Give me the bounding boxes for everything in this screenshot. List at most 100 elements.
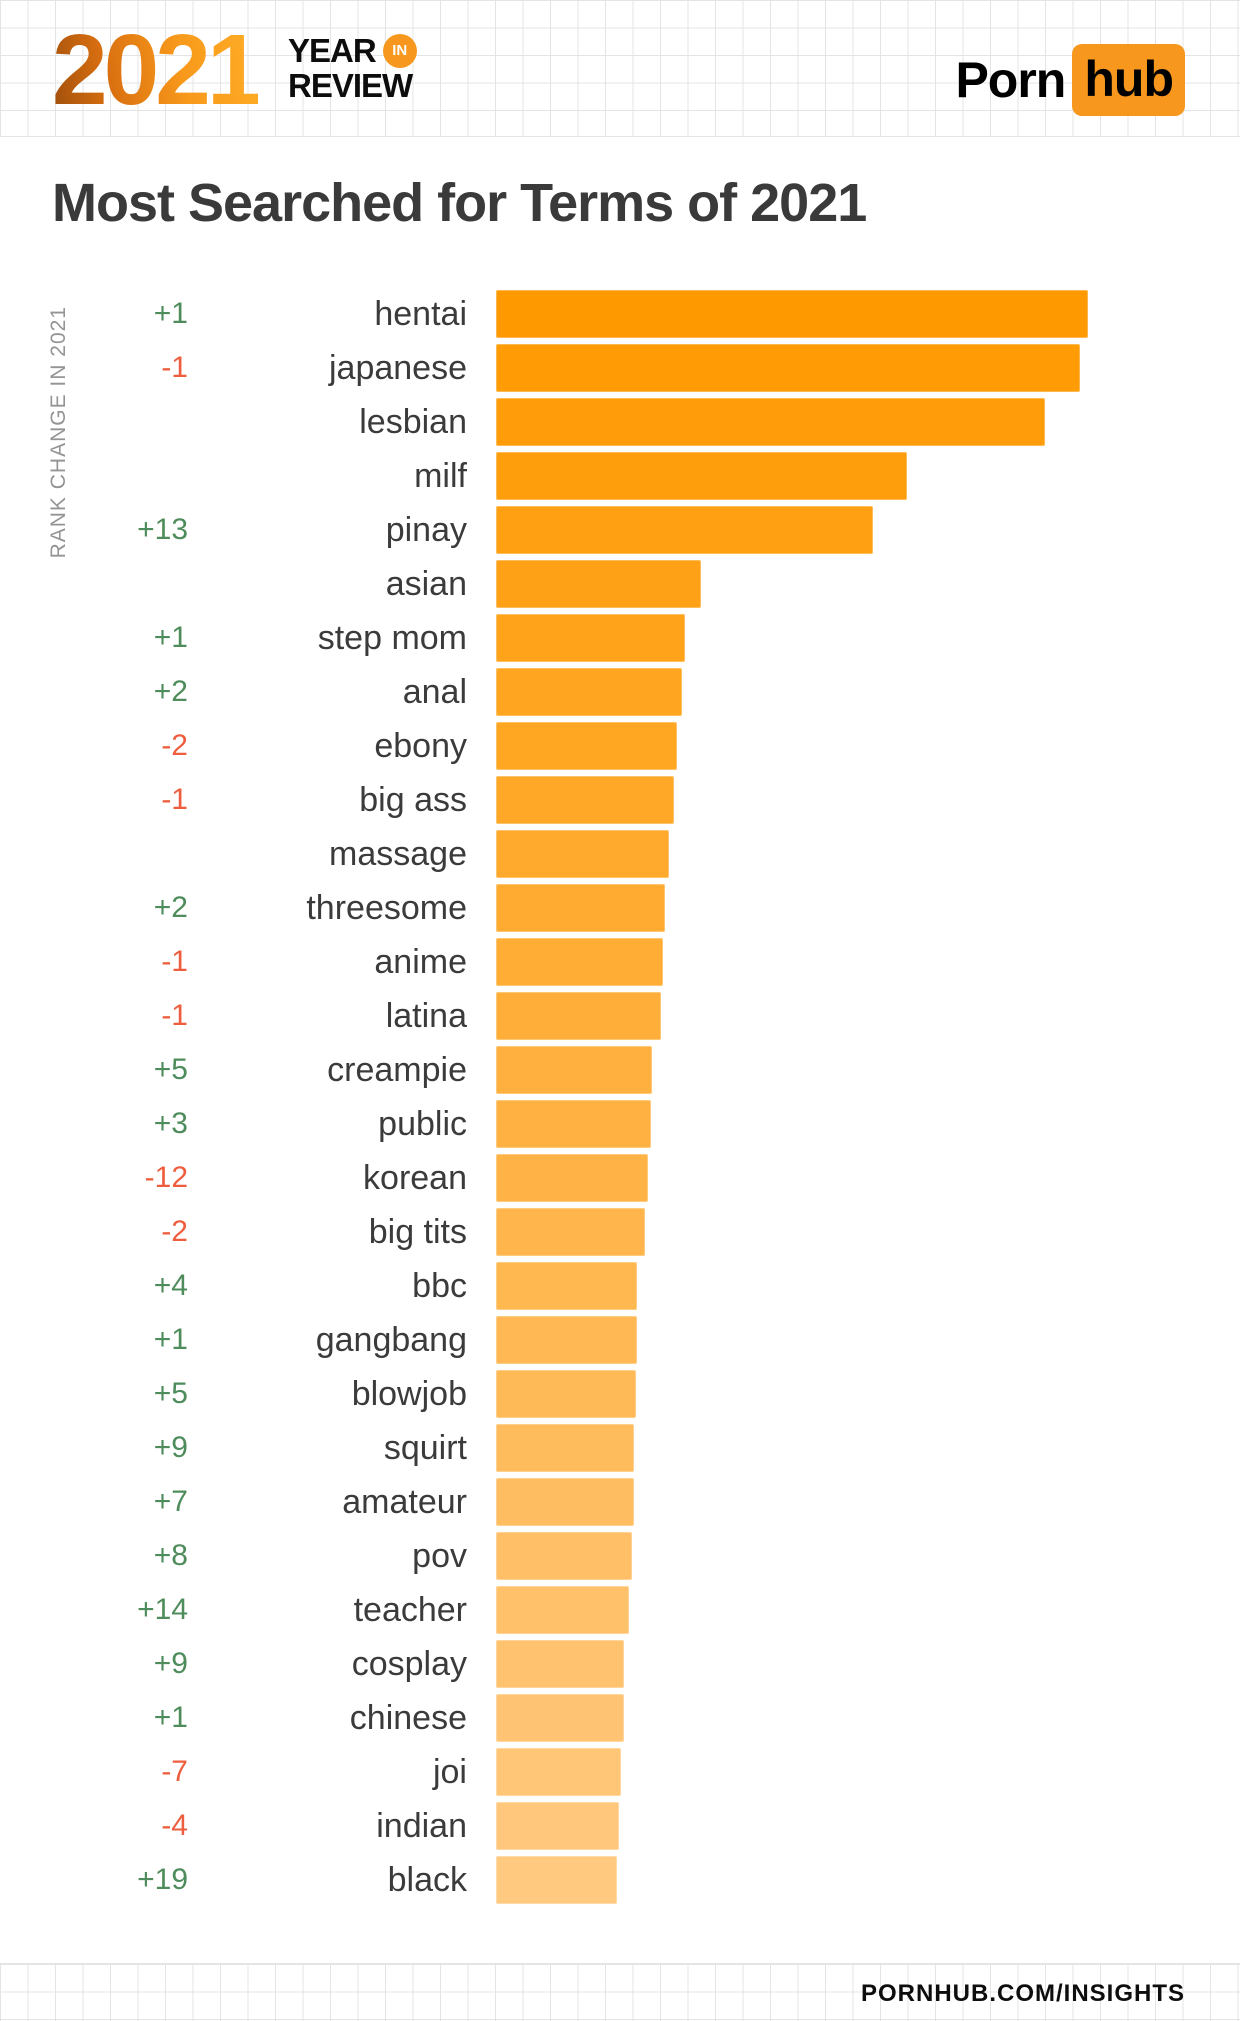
chart-row: -7 joi (0, 1745, 1240, 1799)
term-label: latina (385, 996, 467, 1035)
chart-row: +19 black (0, 1853, 1240, 1907)
search-term-bar (496, 668, 682, 716)
term-label: black (387, 1860, 467, 1899)
term-label: threesome (306, 888, 467, 927)
search-term-bar (496, 506, 873, 554)
rank-change: +13 (137, 513, 188, 546)
term-label: joi (432, 1752, 467, 1791)
term-label: creampie (327, 1050, 467, 1089)
rank-change: +7 (153, 1485, 188, 1518)
footer-site-text: PORNHUB.COM/INSIGHTS (860, 1980, 1185, 2007)
rank-change: -7 (161, 1755, 188, 1788)
rank-change: +1 (153, 1701, 188, 1734)
pornhub-logo-hub: hub (1084, 51, 1174, 107)
term-label: big ass (359, 780, 467, 819)
rank-change: +5 (153, 1377, 188, 1410)
chart-row: -1 japanese (0, 341, 1240, 395)
term-label: teacher (353, 1590, 467, 1629)
chart-row: -4 indian (0, 1799, 1240, 1853)
search-term-bar (496, 1532, 632, 1580)
term-label: hentai (374, 294, 467, 333)
term-label: amateur (342, 1482, 467, 1521)
chart-row: +9 cosplay (0, 1637, 1240, 1691)
term-label: korean (363, 1158, 467, 1197)
chart-row: -1 big ass (0, 773, 1240, 827)
chart-row: +4 bbc (0, 1259, 1240, 1313)
chart-row: +2 anal (0, 665, 1240, 719)
rank-change: +8 (153, 1539, 188, 1572)
rank-change: +1 (153, 297, 188, 330)
term-label: pinay (385, 510, 467, 549)
term-label: chinese (349, 1698, 467, 1737)
search-term-bar (496, 1046, 652, 1094)
search-term-bar (496, 1478, 634, 1526)
rank-change: -1 (161, 783, 188, 816)
chart-row: +1 hentai (0, 287, 1240, 341)
search-term-bar (496, 1370, 636, 1418)
chart-row: +14 teacher (0, 1583, 1240, 1637)
chart-row: +5 blowjob (0, 1367, 1240, 1421)
rank-change: -12 (144, 1161, 188, 1194)
chart-row: lesbian (0, 395, 1240, 449)
review-line: REVIEW (288, 68, 417, 103)
term-label: gangbang (315, 1320, 467, 1359)
rank-change: +1 (153, 621, 188, 654)
pornhub-logo-hub-box: hub (1072, 44, 1185, 116)
term-label: pov (412, 1536, 467, 1575)
rank-change: +14 (137, 1593, 188, 1626)
search-term-bar (496, 1802, 619, 1850)
rank-change: +4 (153, 1269, 188, 1302)
rank-change: -2 (161, 1215, 188, 1248)
chart-row: asian (0, 557, 1240, 611)
term-label: japanese (328, 348, 467, 387)
chart-row: -1 latina (0, 989, 1240, 1043)
chart-row: massage (0, 827, 1240, 881)
rank-change: +2 (153, 675, 188, 708)
search-term-bar (496, 452, 907, 500)
term-label: step mom (317, 618, 467, 657)
pornhub-logo: Porn hub (955, 44, 1185, 116)
chart-row: +2 threesome (0, 881, 1240, 935)
term-label: public (378, 1104, 467, 1143)
in-badge-icon: IN (382, 33, 417, 68)
search-term-bar (496, 1154, 648, 1202)
rank-change: +5 (153, 1053, 188, 1086)
bottom-grid-band (0, 1963, 1240, 2021)
rank-change: -2 (161, 729, 188, 762)
chart-row: -1 anime (0, 935, 1240, 989)
year-word: YEAR (288, 32, 377, 69)
top-grid-band (0, 0, 1240, 137)
year-2021-logo: 2021 (52, 14, 262, 126)
chart-row: +8 pov (0, 1529, 1240, 1583)
term-label: cosplay (351, 1644, 467, 1683)
search-term-bar (496, 1262, 637, 1310)
chart-row: -12 korean (0, 1151, 1240, 1205)
search-term-bar (496, 614, 685, 662)
search-term-bar (496, 1424, 634, 1472)
chart-row: milf (0, 449, 1240, 503)
term-label: indian (376, 1806, 467, 1845)
search-term-bar (496, 884, 665, 932)
term-label: massage (329, 834, 467, 873)
search-term-bar (496, 992, 661, 1040)
rank-change: +2 (153, 891, 188, 924)
search-term-bar (496, 398, 1045, 446)
rank-change: +3 (153, 1107, 188, 1140)
rank-change: -1 (161, 945, 188, 978)
chart-row: +9 squirt (0, 1421, 1240, 1475)
search-term-bar (496, 560, 701, 608)
search-term-bar (496, 1640, 624, 1688)
search-term-bar (496, 1856, 617, 1904)
rank-change: -1 (161, 351, 188, 384)
term-label: milf (414, 456, 467, 495)
chart-row: +1 gangbang (0, 1313, 1240, 1367)
year-in-line: YEAR IN (288, 33, 417, 68)
term-label: anime (374, 942, 467, 981)
chart-row: +1 chinese (0, 1691, 1240, 1745)
rank-change: +19 (137, 1863, 188, 1896)
term-label: bbc (412, 1266, 467, 1305)
rank-change: -4 (161, 1809, 188, 1842)
review-word: REVIEW (288, 67, 413, 104)
term-label: squirt (383, 1428, 467, 1467)
search-term-bar (496, 1316, 637, 1364)
